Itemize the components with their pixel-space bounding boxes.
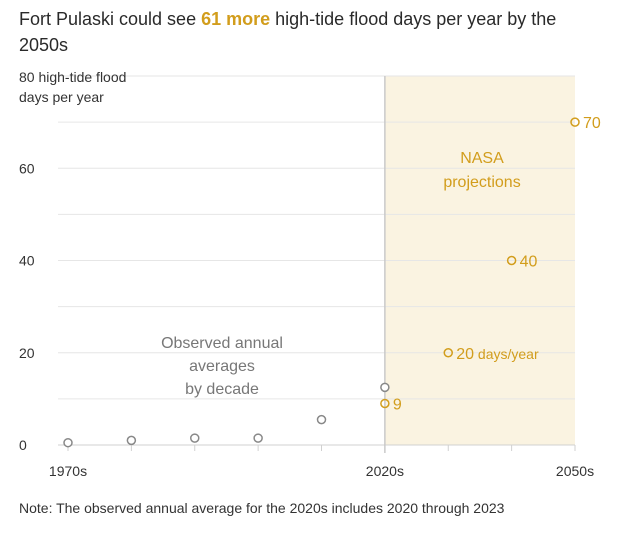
projection-value-label: 70 bbox=[583, 115, 601, 132]
projection-unit-label: days/year bbox=[474, 346, 539, 362]
projection-annotation: projections bbox=[443, 174, 520, 191]
chart-note: Note: The observed annual average for th… bbox=[19, 500, 505, 516]
observed-annotation: Observed annual bbox=[161, 335, 283, 352]
projection-point bbox=[380, 398, 390, 409]
x-tick-label: 2020s bbox=[366, 463, 404, 479]
y-tick-label: 20 bbox=[19, 345, 35, 361]
projection-point bbox=[570, 117, 580, 127]
y-tick-label: 40 bbox=[19, 253, 35, 269]
observed-point bbox=[190, 433, 200, 443]
y-axis-label: days per year bbox=[19, 89, 104, 105]
y-tick-label: 0 bbox=[19, 437, 27, 453]
x-tick-label: 1970s bbox=[49, 463, 87, 479]
observed-point bbox=[126, 435, 137, 446]
observed-annotation: by decade bbox=[185, 381, 259, 398]
y-axis-label: 80 high-tide flood bbox=[19, 69, 126, 85]
projection-point bbox=[506, 255, 517, 266]
x-tick-label: 2050s bbox=[556, 463, 594, 479]
observed-point bbox=[63, 437, 73, 448]
observed-point bbox=[253, 433, 263, 443]
title-tail: high-tide flood days per year by the 205… bbox=[19, 9, 557, 55]
observed-point bbox=[380, 382, 390, 393]
chart-title: Fort Pulaski could see 61 more high-tide… bbox=[19, 6, 579, 58]
observed-point bbox=[316, 414, 327, 425]
projection-annotation: NASA bbox=[460, 150, 504, 167]
projection-value-label: 20 days/year bbox=[456, 346, 539, 363]
title-highlight: 61 more bbox=[201, 9, 271, 29]
title-lead: Fort Pulaski could see bbox=[19, 9, 202, 29]
y-tick-label: 60 bbox=[19, 160, 35, 176]
projection-value-label: 9 bbox=[393, 396, 402, 413]
projection-point bbox=[443, 348, 453, 358]
projection-value-label: 40 bbox=[520, 254, 538, 271]
flood-days-chart: 80 high-tide flood days per year 0 20 40 60 19… bbox=[19, 69, 601, 479]
observed-annotation: averages bbox=[189, 358, 255, 375]
